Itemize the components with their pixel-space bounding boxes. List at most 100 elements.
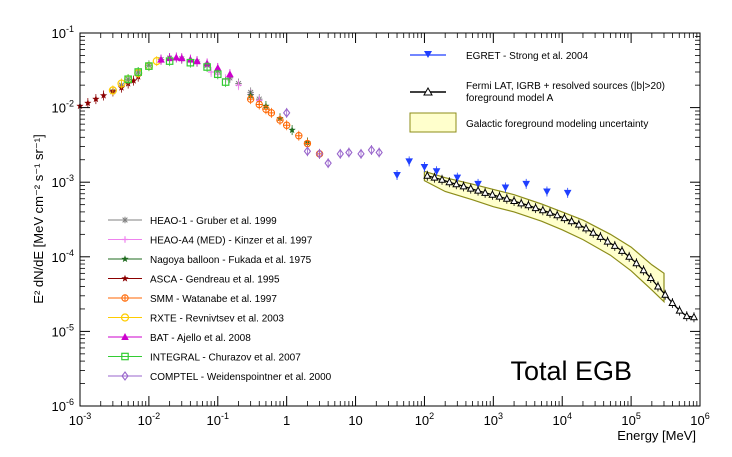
legend-marker: [121, 216, 129, 224]
data-point: [639, 265, 648, 274]
data-point: [282, 121, 291, 129]
data-point: [92, 95, 100, 103]
legend-marker: [120, 313, 130, 322]
data-point: [276, 116, 284, 124]
legend-label: INTEGRAL - Churazov et al. 2007: [150, 353, 301, 364]
data-point: [445, 177, 454, 186]
data-point: [617, 246, 627, 254]
data-point: [437, 175, 447, 183]
data-point: [375, 147, 383, 158]
legend-lower-entry: SMM - Watanabe et al. 1997: [108, 294, 277, 305]
data-point: [653, 281, 663, 290]
data-point: [474, 180, 482, 188]
data-point: [84, 99, 92, 107]
series-8: [282, 107, 383, 169]
legend-fermi-label-line1: Fermi LAT, IGRB + resolved sources (|b|>…: [466, 81, 665, 92]
data-point: [632, 258, 641, 267]
series-7: [124, 56, 230, 88]
data-point: [282, 107, 291, 118]
data-point: [596, 232, 605, 240]
legend-lower-entry: INTEGRAL - Churazov et al. 2007: [108, 353, 301, 364]
x-tick-label: 103: [484, 411, 503, 428]
data-point: [172, 53, 181, 61]
legend-lower-entry: BAT - Ajello et al. 2008: [108, 333, 251, 344]
data-point: [553, 210, 562, 219]
data-point: [165, 57, 174, 65]
legend-lower-entry: ASCA - Gendreau et al. 1995: [108, 275, 280, 286]
data-point: [675, 306, 684, 314]
data-point: [345, 147, 353, 158]
data-point: [560, 213, 569, 222]
data-point: [295, 132, 303, 140]
data-point: [682, 311, 691, 320]
data-point: [357, 148, 365, 159]
data-point: [501, 184, 510, 192]
data-point: [367, 145, 376, 155]
y-tick-label: 10-4: [52, 248, 74, 265]
legend-label: ASCA - Gendreau et al. 1995: [150, 275, 280, 286]
data-point: [262, 105, 270, 113]
data-point: [129, 76, 138, 84]
data-point: [213, 70, 222, 79]
plot-frame: [79, 32, 701, 407]
data-point: [134, 68, 143, 76]
legend-label: RXTE - Revnivtsev et al. 2003: [150, 314, 284, 325]
series-10: [423, 170, 698, 323]
x-tick-label: 106: [690, 411, 709, 428]
data-point: [574, 220, 583, 228]
data-point: [589, 228, 598, 236]
data-point: [545, 208, 555, 216]
data-point: [117, 79, 126, 88]
data-point: [502, 194, 511, 202]
data-point: [510, 196, 519, 204]
legend-marker: [121, 352, 129, 361]
y-tick-label: 10-6: [52, 397, 74, 414]
data-point: [420, 163, 429, 171]
data-point: [543, 188, 551, 196]
y-tick-label: 10-1: [52, 24, 74, 41]
x-tick-label: 10-2: [138, 411, 160, 428]
data-point: [459, 181, 468, 190]
data-point: [221, 78, 230, 86]
data-point: [581, 223, 591, 232]
data-point: [177, 54, 186, 62]
legend-marker: [121, 236, 129, 243]
tick-layer: 10-3 10-2 10-1 1 10 102 103 104 105 106 10-6 10-5 10…: [52, 24, 710, 428]
legend-label: HEAO-A4 (MED) - Kinzer et al. 1997: [150, 236, 313, 247]
data-point: [625, 252, 634, 260]
data-point: [255, 100, 263, 109]
legend-marker: [121, 294, 129, 302]
legend-fermi-label-line2: foreground model A: [466, 93, 554, 104]
data-point: [517, 198, 526, 207]
data-point: [405, 158, 413, 166]
legend-lower-entry: HEAO-1 - Gruber et al. 1999: [108, 216, 277, 227]
legend-lower-entry: HEAO-A4 (MED) - Kinzer et al. 1997: [108, 236, 313, 247]
data-point: [689, 312, 698, 321]
data-point: [145, 62, 153, 70]
legend-marker: [121, 255, 129, 263]
data-point: [474, 186, 483, 194]
data-point: [108, 86, 117, 95]
data-point: [315, 148, 324, 159]
data-point: [524, 200, 533, 209]
data-point: [423, 171, 432, 179]
data-point: [522, 180, 531, 188]
legend-label: HEAO-1 - Gruber et al. 1999: [150, 216, 277, 227]
chart-title: Total EGB: [510, 356, 632, 386]
data-point: [186, 58, 195, 67]
legend-label: COMPTEL - Weidenspointner et al. 2000: [150, 372, 332, 383]
x-tick-label: 1: [283, 413, 290, 428]
legend-lower-entry: Nagoya balloon - Fukada et al. 1975: [108, 255, 312, 266]
data-point: [207, 68, 215, 76]
legend-label: BAT - Ajello et al. 2008: [150, 333, 251, 344]
data-point: [668, 298, 677, 307]
data-point: [661, 290, 670, 298]
legend-lower-entry: RXTE - Revnivtsev et al. 2003: [108, 313, 284, 325]
data-point: [430, 173, 439, 181]
x-tick-label: 102: [415, 411, 434, 428]
data-point: [563, 189, 572, 197]
data-point: [288, 126, 296, 134]
x-tick-label: 104: [552, 411, 571, 428]
